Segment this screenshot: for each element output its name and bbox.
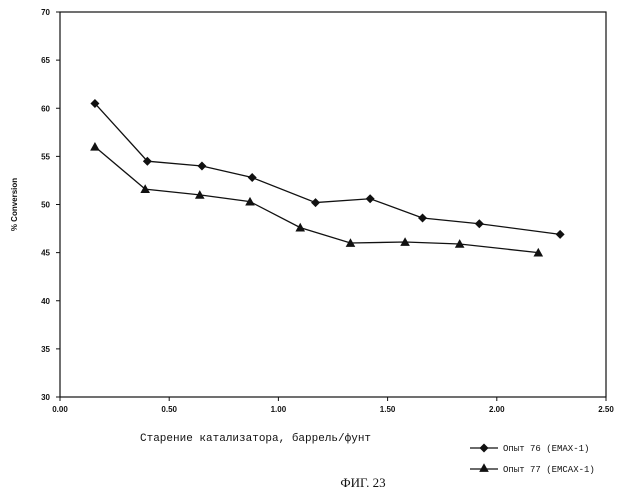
x-tick-label: 1.50 bbox=[380, 405, 396, 414]
line-chart: 30 35 40 45 50 55 60 65 70 0.00 0.50 1.00 1.50 2.00 2… bbox=[0, 0, 627, 500]
diamond-marker bbox=[556, 230, 565, 239]
legend-item: Опыт 77 (EMCAX-1) bbox=[470, 463, 595, 475]
legend-diamond-icon bbox=[480, 444, 489, 453]
triangle-marker bbox=[90, 142, 100, 151]
y-tick-label: 30 bbox=[41, 393, 50, 402]
legend-label: Опыт 77 (EMCAX-1) bbox=[503, 465, 595, 475]
x-tick-label: 1.00 bbox=[271, 405, 287, 414]
y-axis-label: % Conversion bbox=[10, 178, 19, 231]
legend: Опыт 76 (EMAX-1) Опыт 77 (EMCAX-1) bbox=[470, 444, 595, 476]
figure-caption: ФИГ. 23 bbox=[340, 475, 385, 490]
series-1 bbox=[90, 99, 564, 239]
y-axis: 30 35 40 45 50 55 60 65 70 bbox=[41, 8, 60, 402]
y-tick-label: 55 bbox=[41, 152, 50, 161]
diamond-marker bbox=[311, 198, 320, 207]
diamond-marker bbox=[475, 219, 484, 228]
diamond-marker bbox=[248, 173, 257, 182]
x-tick-label: 2.00 bbox=[489, 405, 505, 414]
y-tick-label: 70 bbox=[41, 8, 50, 17]
series-layer bbox=[90, 99, 564, 257]
diamond-marker bbox=[418, 213, 427, 222]
x-tick-label: 2.50 bbox=[598, 405, 614, 414]
x-axis-label: Старение катализатора, баррель/фунт bbox=[140, 432, 371, 445]
diamond-marker bbox=[197, 162, 206, 171]
y-tick-label: 65 bbox=[41, 56, 50, 65]
diamond-marker bbox=[366, 194, 375, 203]
x-tick-label: 0.00 bbox=[52, 405, 68, 414]
plot-area bbox=[60, 12, 606, 397]
y-tick-label: 40 bbox=[41, 297, 50, 306]
series-line bbox=[95, 103, 560, 234]
x-tick-label: 0.50 bbox=[161, 405, 177, 414]
triangle-marker bbox=[295, 223, 305, 232]
y-tick-label: 45 bbox=[41, 249, 50, 258]
x-axis: 0.00 0.50 1.00 1.50 2.00 2.50 bbox=[52, 397, 614, 414]
y-tick-label: 50 bbox=[41, 201, 50, 210]
legend-label: Опыт 76 (EMAX-1) bbox=[503, 444, 589, 454]
y-tick-label: 35 bbox=[41, 345, 50, 354]
legend-triangle-icon bbox=[479, 463, 489, 472]
y-tick-label: 60 bbox=[41, 104, 50, 113]
legend-item: Опыт 76 (EMAX-1) bbox=[470, 444, 589, 455]
